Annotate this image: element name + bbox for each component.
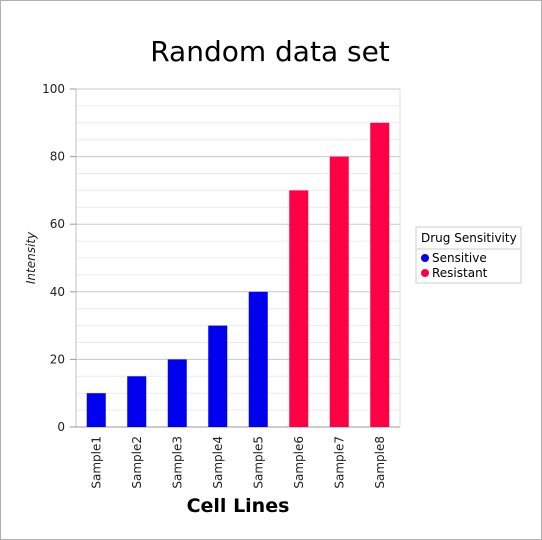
x-tick-label: Sample7	[332, 436, 346, 489]
x-tick-label: Sample1	[89, 436, 103, 489]
y-tick-label: 100	[42, 82, 65, 96]
legend-title: Drug Sensitivity	[421, 231, 517, 245]
bar-sample3	[167, 359, 187, 427]
y-tick-label: 80	[50, 150, 65, 164]
bar-sample6	[289, 190, 309, 427]
y-tick-labels: 0 20 40 60 80 100	[42, 82, 76, 434]
bar-sample5	[248, 291, 268, 427]
bars	[86, 122, 390, 428]
x-tick-label: Sample2	[130, 436, 144, 489]
y-axis-label: Intensity	[24, 231, 38, 284]
legend-box	[415, 226, 522, 284]
x-axis-label: Cell Lines	[187, 495, 290, 517]
legend-marker-resistant	[421, 269, 429, 277]
grid-lines	[76, 88, 400, 428]
x-tick-label: Sample3	[170, 436, 184, 489]
bar-sample8	[370, 122, 390, 428]
x-tick-label: Sample8	[373, 436, 387, 489]
y-tick-label: 40	[50, 285, 65, 299]
y-tick-label: 20	[50, 352, 65, 366]
legend-label-sensitive: Sensitive	[432, 251, 487, 265]
legend-marker-sensitive	[421, 254, 429, 262]
bar-sample7	[329, 156, 349, 427]
y-tick-label: 60	[50, 217, 65, 231]
bar-sample1	[86, 393, 106, 427]
x-tick-label: Sample6	[292, 436, 306, 489]
chart-title: Random data set	[150, 35, 390, 68]
bar-sample4	[208, 325, 228, 427]
y-tick-label: 0	[57, 420, 65, 434]
x-tick-labels: Sample1 Sample2 Sample3 Sample4 Sample5 Sampl…	[89, 436, 387, 489]
x-tick-label: Sample5	[251, 436, 265, 489]
x-tick-label: Sample4	[211, 436, 225, 489]
legend-label-resistant: Resistant	[432, 266, 488, 280]
bar-sample2	[127, 376, 147, 427]
legend: Drug Sensitivity Sensitive Resistant	[415, 226, 522, 284]
